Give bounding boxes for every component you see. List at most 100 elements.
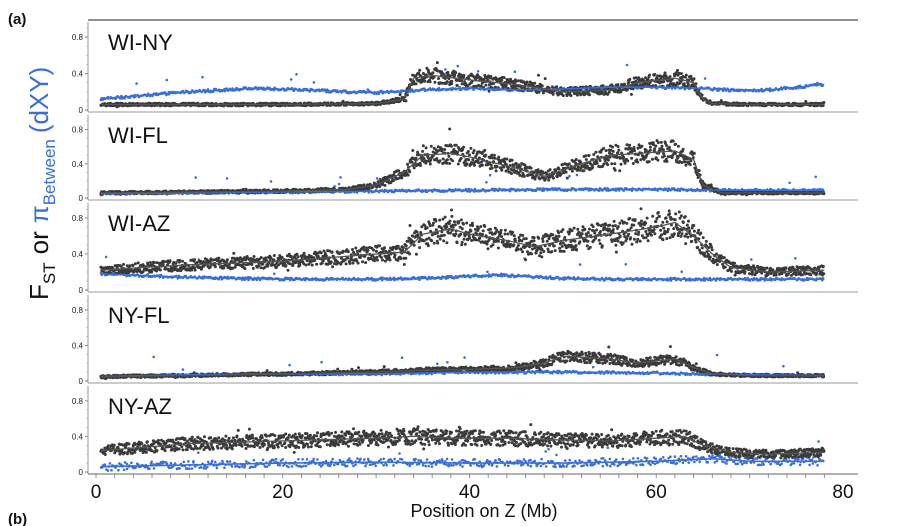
fst-point	[674, 142, 678, 146]
fst-point	[646, 77, 650, 81]
fst-point	[555, 85, 559, 89]
fst-point	[477, 83, 481, 87]
fst-point	[431, 71, 435, 75]
fst-point	[432, 75, 436, 79]
fst-point	[689, 74, 693, 78]
fst-point	[122, 262, 125, 266]
fst-point	[625, 143, 629, 147]
dxy-point	[337, 182, 341, 186]
dxy-point	[339, 176, 342, 179]
fst-point	[443, 77, 447, 80]
fst-point	[421, 72, 425, 75]
fst-point	[417, 71, 421, 75]
fst-point	[489, 75, 493, 78]
fst-point	[671, 139, 675, 143]
fst-point	[644, 76, 647, 80]
dxy-point	[703, 77, 707, 80]
fst-point	[623, 82, 626, 86]
fst-point	[472, 84, 476, 88]
fst-point	[688, 163, 692, 167]
dxy-point	[476, 70, 480, 73]
fst-point	[468, 153, 471, 157]
fst-point	[602, 146, 606, 150]
fst-point	[448, 127, 452, 131]
fst-point	[628, 143, 632, 147]
fst-point	[692, 151, 696, 155]
ylabel-pi-sub: Between	[40, 139, 59, 205]
fst-point	[661, 148, 665, 152]
fst-point	[547, 178, 551, 182]
fst-point	[487, 89, 491, 93]
fst-point	[682, 82, 686, 86]
dxy-point	[578, 263, 582, 266]
fst-point	[341, 99, 345, 103]
fst-point	[450, 79, 454, 83]
fst-point	[502, 76, 506, 80]
fst-point	[421, 144, 425, 148]
dxy-point	[486, 270, 489, 274]
fst-point	[518, 164, 522, 168]
fst-point	[650, 157, 654, 161]
fst-point	[583, 92, 587, 96]
fst-point	[504, 84, 508, 88]
fst-point	[484, 83, 488, 87]
fst-point	[460, 79, 464, 83]
fst-point	[467, 158, 471, 162]
fst-point	[613, 162, 617, 166]
fst-point	[486, 78, 490, 82]
fst-point	[537, 90, 541, 94]
fst-point	[576, 165, 580, 169]
fst-point	[565, 94, 569, 98]
fst-point	[588, 93, 591, 97]
dxy-point	[513, 70, 517, 73]
fst-point	[654, 84, 658, 88]
fst-point	[686, 83, 690, 87]
fst-point	[636, 160, 640, 164]
fst-point	[574, 158, 578, 161]
fst-point	[531, 81, 534, 85]
fst-point	[660, 144, 664, 148]
fst-point	[128, 264, 132, 268]
fst-point	[622, 156, 626, 159]
fst-point	[569, 94, 573, 98]
dxy-point	[273, 272, 276, 276]
fst-point	[559, 172, 563, 176]
fst-point	[400, 176, 404, 180]
fst-point	[631, 162, 635, 165]
fst-point	[391, 179, 395, 183]
fst-point	[456, 162, 460, 166]
ylabel-dxy: (dXY)	[24, 67, 54, 133]
y-axis-label: FSTorπBetween(dXY)	[24, 67, 59, 300]
fst-point	[555, 175, 559, 179]
fst-point	[684, 163, 688, 167]
fst-point	[489, 163, 493, 167]
dxy-point	[624, 263, 628, 266]
fst-point	[406, 173, 410, 177]
fst-point	[433, 80, 437, 84]
y-tick-label: 0.4	[72, 70, 84, 79]
dxy-point	[104, 255, 108, 259]
fst-point	[418, 68, 422, 72]
fst-point	[447, 154, 451, 158]
panel-label: WI-FL	[108, 123, 168, 148]
fst-point	[584, 154, 588, 158]
panel-wi-az: 00.40.8 WI-AZ	[72, 203, 858, 295]
fst-point	[630, 156, 634, 160]
fst-point	[517, 79, 520, 83]
fst-point	[490, 166, 494, 170]
y-tick-label: 0	[79, 194, 84, 203]
fst-point	[495, 165, 499, 169]
fst-point	[378, 185, 382, 189]
fst-point	[490, 153, 494, 157]
fst-point	[656, 141, 660, 145]
fst-point	[456, 150, 459, 154]
fst-point	[608, 155, 612, 159]
dxy-point	[201, 75, 204, 79]
fst-point	[550, 85, 554, 89]
fst-point	[445, 80, 449, 84]
fst-point	[451, 159, 455, 163]
fst-point	[668, 75, 672, 79]
fst-point	[604, 149, 608, 153]
fst-point	[414, 82, 418, 86]
